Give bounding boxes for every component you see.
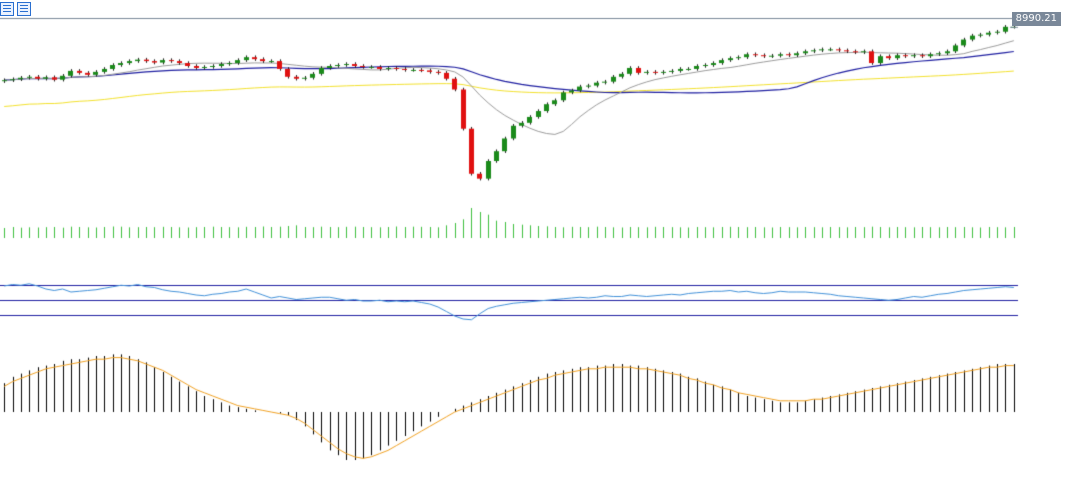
chart-compare-icon[interactable] (17, 2, 31, 16)
chart-list-icon[interactable] (0, 2, 14, 16)
chart-toolbar (0, 2, 31, 18)
current-price-label: 8990.21 (1011, 12, 1061, 26)
